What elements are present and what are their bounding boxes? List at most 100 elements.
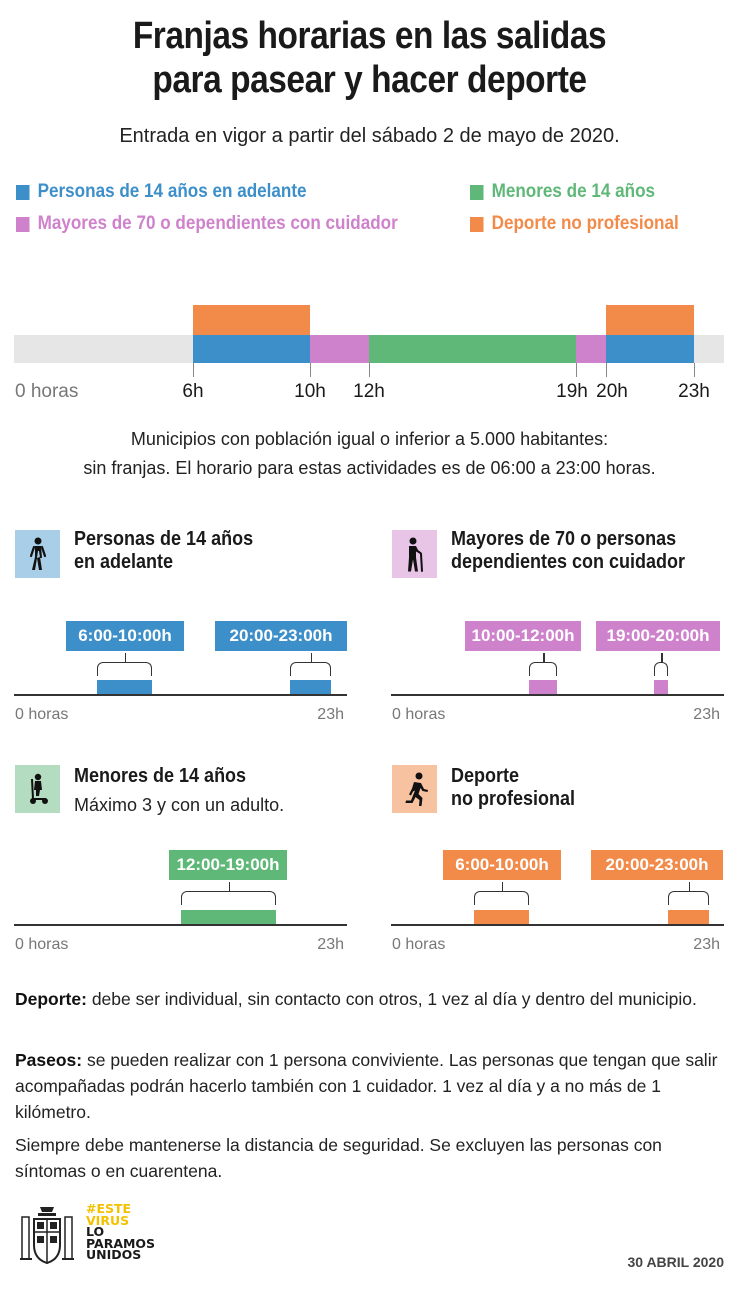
axis-minors-end: 23h [317, 936, 344, 953]
axis-minors-start: 0 horas [15, 936, 69, 953]
municipality-note: Municipios con población igual o inferio… [0, 425, 739, 483]
sport-rules-paragraph: Deporte: debe ser individual, sin contac… [15, 986, 727, 1012]
sport-rules-label: Deporte: [15, 989, 87, 1009]
child-scooter-icon [15, 765, 60, 813]
slot-elderly-morning: 10:00-12:00h [465, 621, 581, 651]
bar-sport-evening [668, 910, 709, 924]
slogan-line-4: PARAMOS [86, 1235, 156, 1251]
bar-adults-morning [97, 680, 152, 694]
tick-12h [369, 363, 370, 377]
publication-date: 30 ABRIL 2020 [627, 1254, 725, 1270]
legend-sport-label: Deporte no profesional [491, 213, 679, 234]
bar-sport-morning [474, 910, 529, 924]
bracket-elderly-morning [529, 653, 557, 676]
sport-rules-text: debe ser individual, sin contacto con ot… [86, 989, 697, 1009]
panel-minors-subtitle: Máximo 3 y con un adulto. [74, 795, 285, 815]
hour-label-19h: 19h [556, 381, 588, 402]
timeline-start-label: 0 horas [15, 381, 79, 402]
slogan-line-1: #ESTE [86, 1201, 132, 1216]
axis-sport-start: 0 horas [392, 936, 446, 953]
legend-adults-label: Personas de 14 años en adelante [37, 181, 307, 202]
timeline-segment-elderly-evening [576, 335, 606, 363]
timeline-segment-elderly-morning [310, 335, 369, 363]
spain-coat-of-arms-icon [18, 1203, 76, 1267]
safety-paragraph: Siempre debe mantenerse la distancia de … [15, 1135, 662, 1181]
panel-elderly-title-2: dependientes con cuidador [451, 551, 686, 573]
note-line-2: sin franjas. El horario para estas activ… [83, 458, 656, 478]
timeline-segment-sport-morning [193, 305, 310, 335]
slogan-line-3: LO [86, 1224, 105, 1239]
bracket-elderly-evening [654, 653, 668, 676]
panel-elderly-title-1: Mayores de 70 o personas [451, 528, 677, 550]
legend-swatch-pink [16, 216, 30, 232]
panel-adults-title-1: Personas de 14 años [74, 528, 254, 550]
tick-20h [606, 363, 607, 377]
axis-elderly-start: 0 horas [392, 706, 446, 723]
timeline-segment-adults-morning [193, 335, 310, 363]
slogan: #ESTE VIRUS LO PARAMOS UNIDOS [86, 1203, 155, 1261]
bracket-minors [181, 882, 276, 905]
legend-elderly-label: Mayores de 70 o dependientes con cuidado… [37, 213, 398, 234]
axis-adults-start: 0 horas [15, 706, 69, 723]
timeline-segment-sport-evening [606, 305, 694, 335]
panel-minors-title: Menores de 14 años [74, 765, 247, 787]
bar-adults-evening [290, 680, 331, 694]
legend-elderly: Mayores de 70 o dependientes con cuidado… [16, 213, 398, 235]
subtitle: Entrada en vigor a partir del sábado 2 d… [119, 125, 620, 147]
panel-adults-title: Personas de 14 años en adelante [74, 528, 253, 574]
slot-sport-morning: 6:00-10:00h [443, 850, 561, 880]
axis-minors [14, 924, 347, 926]
axis-sport-end: 23h [693, 936, 720, 953]
panel-sport-title-2: no profesional [451, 788, 576, 810]
slot-adults-evening: 20:00-23:00h [215, 621, 347, 651]
timeline-segment-adults-evening [606, 335, 694, 363]
axis-elderly [391, 694, 724, 696]
slogan-line-2: VIRUS [86, 1212, 130, 1228]
running-person-icon [392, 765, 437, 813]
bar-elderly-evening [654, 680, 668, 694]
legend-swatch-green [470, 184, 484, 200]
walks-rules-text: se pueden realizar con 1 persona convivi… [15, 1050, 718, 1122]
panel-adults-title-2: en adelante [74, 551, 174, 573]
walking-person-icon [15, 530, 60, 578]
legend-minors-label: Menores de 14 años [491, 181, 656, 202]
walks-rules-paragraph: Paseos: se pueden realizar con 1 persona… [15, 1047, 727, 1125]
tick-19h [576, 363, 577, 377]
panel-sport-title-1: Deporte [451, 765, 520, 787]
note-line-1: Municipios con población igual o inferio… [130, 429, 609, 449]
axis-adults [14, 694, 347, 696]
bar-elderly-morning [529, 680, 557, 694]
axis-elderly-end: 23h [693, 706, 720, 723]
tick-10h [310, 363, 311, 377]
hour-label-23h: 23h [678, 381, 710, 402]
legend-sport: Deporte no profesional [470, 213, 679, 235]
legend-minors: Menores de 14 años [470, 181, 655, 203]
legend-adults: Personas de 14 años en adelante [16, 181, 307, 203]
panel-elderly-title: Mayores de 70 o personas dependientes co… [451, 528, 685, 574]
bar-minors [181, 910, 276, 924]
timeline-segment-minors [369, 335, 576, 363]
slogan-line-5: UNIDOS [86, 1247, 142, 1262]
page-title: Franjas horarias en las salidas para pas… [44, 14, 694, 102]
legend-swatch-orange [470, 216, 484, 232]
legend-swatch-blue [16, 184, 30, 200]
hour-label-12h: 12h [353, 381, 385, 402]
slot-elderly-evening: 19:00-20:00h [596, 621, 720, 651]
axis-adults-end: 23h [317, 706, 344, 723]
axis-sport [391, 924, 724, 926]
hour-label-6h: 6h [182, 381, 204, 402]
bracket-sport-morning [474, 882, 529, 905]
title-line-1: Franjas horarias en las salidas [132, 15, 607, 57]
tick-23h [694, 363, 695, 377]
slot-sport-evening: 20:00-23:00h [591, 850, 723, 880]
walks-rules-label: Paseos: [15, 1050, 83, 1070]
title-line-2: para pasear y hacer deporte [152, 59, 587, 101]
hour-label-20h: 20h [596, 381, 628, 402]
panel-sport-title: Deporte no profesional [451, 765, 575, 811]
elderly-cane-icon [392, 530, 437, 578]
slot-adults-morning: 6:00-10:00h [66, 621, 184, 651]
bracket-sport-evening [668, 882, 709, 905]
bracket-adults-morning [97, 653, 152, 676]
bracket-adults-evening [290, 653, 331, 676]
tick-6h [193, 363, 194, 377]
